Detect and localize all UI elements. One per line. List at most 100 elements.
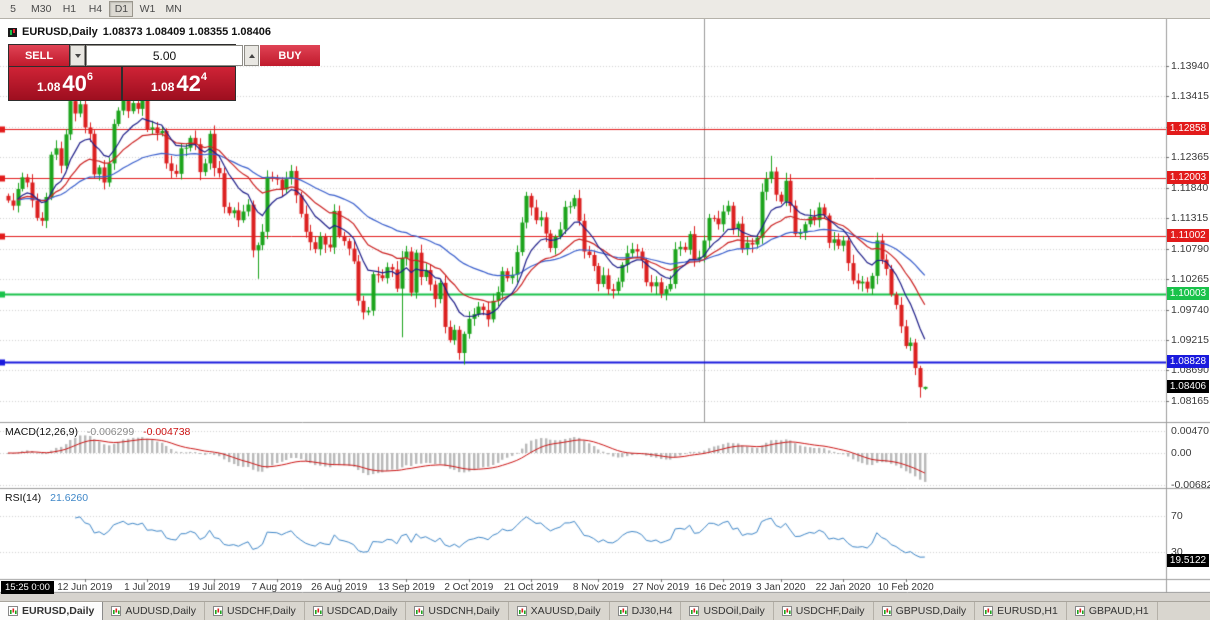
chart-tabs-bar: EURUSD,Daily AUDUSD,Daily USDCHF,Daily USDC… <box>0 601 1210 620</box>
triangle-up-icon <box>248 53 255 58</box>
price-tick-label: 1.13415 <box>1171 90 1209 103</box>
current-price-badge: 1.08406 <box>1167 379 1209 393</box>
sell-price-button[interactable]: 1.08 40 6 <box>9 67 121 100</box>
rsi-value: 21.6260 <box>50 492 89 504</box>
timeframe-toolbar: 5 M30 H1 H4 D1 W1 MN <box>0 0 1210 19</box>
price-tick-label: 1.13940 <box>1171 59 1209 72</box>
date-axis-label: 3 Jan 2020 <box>756 582 806 593</box>
date-axis-label: 16 Dec 2019 <box>694 582 752 593</box>
level-price-badge: 1.11002 <box>1167 229 1209 243</box>
chart-tab-usdchf-daily[interactable]: USDCHF,Daily <box>205 602 305 620</box>
timeframe-button-mn[interactable]: MN <box>161 1 185 17</box>
chart-tab-label: AUDUSD,Daily <box>125 605 196 617</box>
price-tick-label: 1.09740 <box>1171 303 1209 316</box>
sell-price-pips: 40 <box>62 70 87 96</box>
timeframe-button-d1[interactable]: D1 <box>109 1 134 17</box>
date-axis-label: 21 Oct 2019 <box>503 582 559 593</box>
triangle-down-icon <box>74 53 81 58</box>
volume-increase-button[interactable] <box>244 45 259 66</box>
chart-tab-gbpaud-h1[interactable]: GBPAUD,H1 <box>1067 602 1158 620</box>
chart-tab-label: USDCAD,Daily <box>326 605 398 617</box>
chart-tab-eurusd-h1[interactable]: EURUSD,H1 <box>975 602 1067 620</box>
chart-tab-label: EURUSD,Daily <box>22 605 95 617</box>
chart-ohlc-values: 1.08373 1.08409 1.08355 1.08406 <box>102 26 272 38</box>
sell-button[interactable]: SELL <box>9 45 69 66</box>
chart-icon <box>312 606 323 616</box>
price-tick-label: 1.10790 <box>1171 242 1209 255</box>
chart-tab-usdcnh-daily[interactable]: USDCNH,Daily <box>406 602 509 620</box>
chart-icon <box>983 606 994 616</box>
timeframe-button-w1[interactable]: W1 <box>135 1 159 17</box>
chart-tab-label: GBPUSD,Daily <box>895 605 967 617</box>
level-price-badge: 1.08828 <box>1167 355 1209 369</box>
chart-tab-eurusd-daily[interactable]: EURUSD,Daily <box>0 602 104 620</box>
chart-icon <box>781 606 792 616</box>
rsi-indicator-label: RSI(14) <box>5 492 42 504</box>
volume-input[interactable] <box>86 45 243 66</box>
timeframe-button-h1[interactable]: H1 <box>57 1 81 17</box>
chart-tab-label: GBPAUD,H1 <box>1088 605 1149 617</box>
buy-price-base: 1.08 <box>151 79 175 94</box>
chart-icon <box>111 606 122 616</box>
date-axis-label: 1 Jul 2019 <box>124 582 171 593</box>
date-axis-label: 27 Nov 2019 <box>632 582 690 593</box>
level-price-badge: 1.12858 <box>1167 121 1209 135</box>
chart-icon <box>8 606 18 616</box>
price-tick-label: 1.09215 <box>1171 333 1209 346</box>
chart-tab-label: USDOil,Daily <box>703 605 765 617</box>
rsi-level-label: 70 <box>1171 510 1183 522</box>
chart-tab-audusd-daily[interactable]: AUDUSD,Daily <box>103 602 205 620</box>
level-price-badge: 1.10003 <box>1167 287 1209 301</box>
date-axis-label: 22 Jan 2020 <box>815 582 871 593</box>
chart-tab-label: EURUSD,H1 <box>997 605 1058 617</box>
chart-tab-dj30-h4[interactable]: DJ30,H4 <box>610 602 682 620</box>
chart-icon <box>1074 606 1085 616</box>
timeframe-button-m30[interactable]: M30 <box>27 1 55 17</box>
rsi-pane-header: RSI(14) 21.6260 <box>5 492 88 504</box>
date-axis-label: 8 Nov 2019 <box>572 582 624 593</box>
volume-decrease-button[interactable] <box>70 45 85 66</box>
chart-icon <box>212 606 223 616</box>
chart-tab-label: USDCHF,Daily <box>226 605 296 617</box>
date-axis-label: 10 Feb 2020 <box>877 582 934 593</box>
chart-icon <box>8 27 17 37</box>
price-tick-label: 1.11840 <box>1171 181 1209 194</box>
date-axis-label: 7 Aug 2019 <box>251 582 303 593</box>
macd-pane-header: MACD(12,26,9) -0.006299 -0.004738 <box>5 426 190 438</box>
price-tick-label: 1.10265 <box>1171 273 1209 286</box>
macd-tick-label: 0.00470 <box>1171 425 1209 438</box>
chart-tab-usdchf-daily[interactable]: USDCHF,Daily <box>774 602 874 620</box>
chart-tab-label: DJ30,H4 <box>631 605 673 617</box>
price-tick-label: 1.11315 <box>1171 212 1209 225</box>
chart-tab-gbpusd-daily[interactable]: GBPUSD,Daily <box>874 602 976 620</box>
chart-icon <box>617 606 628 616</box>
date-axis-label: 13 Sep 2019 <box>378 582 435 593</box>
timeframe-button-5[interactable]: 5 <box>1 1 25 17</box>
buy-price-point: 4 <box>200 71 207 83</box>
macd-main-value: -0.006299 <box>86 426 135 438</box>
chart-area: EURUSD,Daily 1.08373 1.08409 1.08355 1.0… <box>0 19 1210 594</box>
one-click-trade-panel: SELL BUY 1.08 40 6 1.08 42 4 <box>8 44 320 101</box>
chart-symbol-label: EURUSD,Daily <box>22 26 98 38</box>
chart-tab-label: USDCNH,Daily <box>428 605 500 617</box>
main-chart-canvas[interactable] <box>0 19 1210 593</box>
rsi-level-label: 30 <box>1171 546 1183 558</box>
chart-tab-label: XAUUSD,Daily <box>530 605 601 617</box>
macd-signal-value: -0.004738 <box>143 426 191 438</box>
buy-price-button[interactable]: 1.08 42 4 <box>123 67 235 100</box>
date-axis-label: 19 Jul 2019 <box>188 582 241 593</box>
chart-tab-usdcad-daily[interactable]: USDCAD,Daily <box>305 602 407 620</box>
chart-tab-usdoil-daily[interactable]: USDOil,Daily <box>681 602 774 620</box>
buy-button[interactable]: BUY <box>260 45 320 66</box>
chart-icon <box>414 606 425 616</box>
buy-price-pips: 42 <box>176 70 201 96</box>
timeframe-button-h4[interactable]: H4 <box>83 1 107 17</box>
chart-ohlc-title: EURUSD,Daily 1.08373 1.08409 1.08355 1.0… <box>8 26 271 38</box>
chart-icon <box>881 606 892 616</box>
sell-price-base: 1.08 <box>37 79 61 94</box>
chart-tab-xauusd-daily[interactable]: XAUUSD,Daily <box>509 602 610 620</box>
sell-price-point: 6 <box>86 71 93 83</box>
rsi-current-badge: 19.5122 <box>1167 554 1209 568</box>
date-axis-label: 12 Jun 2019 <box>57 582 113 593</box>
date-axis-label: 26 Aug 2019 <box>311 582 368 593</box>
